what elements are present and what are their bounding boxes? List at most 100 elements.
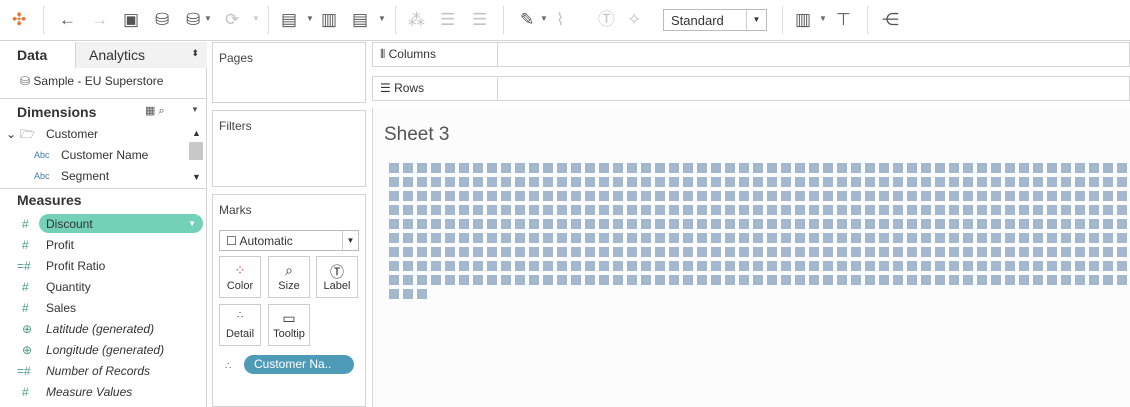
mark-square[interactable] [417,289,427,299]
mark-square[interactable] [599,219,609,229]
mark-square[interactable] [683,261,693,271]
mark-square[interactable] [725,233,735,243]
mark-square[interactable] [949,191,959,201]
mark-square[interactable] [879,219,889,229]
mark-square[interactable] [711,275,721,285]
mark-square[interactable] [655,261,665,271]
mark-square[interactable] [431,191,441,201]
mark-square[interactable] [865,163,875,173]
mark-square[interactable] [851,205,861,215]
mark-square[interactable] [725,191,735,201]
mark-square[interactable] [487,247,497,257]
mark-square[interactable] [1117,177,1127,187]
mark-square[interactable] [907,233,917,243]
mark-square[interactable] [837,191,847,201]
mark-square[interactable] [935,233,945,243]
mark-square[interactable] [865,177,875,187]
mark-square[interactable] [389,177,399,187]
mark-square[interactable] [529,247,539,257]
mark-square[interactable] [823,205,833,215]
mark-square[interactable] [599,233,609,243]
mark-square[interactable] [445,177,455,187]
mark-square[interactable] [1117,219,1127,229]
mark-square[interactable] [907,275,917,285]
dimension-field[interactable]: Abc Customer Name [0,145,205,165]
mark-square[interactable] [1033,163,1043,173]
mark-square[interactable] [585,275,595,285]
mark-square[interactable] [809,247,819,257]
mark-square[interactable] [977,177,987,187]
mark-square[interactable] [473,191,483,201]
mark-square[interactable] [963,233,973,243]
mark-square[interactable] [893,205,903,215]
mark-square[interactable] [697,247,707,257]
mark-square[interactable] [571,261,581,271]
mark-square[interactable] [683,247,693,257]
mark-square[interactable] [753,247,763,257]
mark-square[interactable] [543,247,553,257]
mark-square[interactable] [1005,219,1015,229]
mark-square[interactable] [851,247,861,257]
mark-square[interactable] [585,163,595,173]
mark-square[interactable] [1061,233,1071,243]
mark-square[interactable] [725,275,735,285]
mark-square[interactable] [711,191,721,201]
mark-square[interactable] [683,233,693,243]
mark-square[interactable] [935,261,945,271]
mark-square[interactable] [739,205,749,215]
mark-square[interactable] [431,247,441,257]
label-button[interactable]: Ⓣ Label [316,256,358,298]
mark-square[interactable] [501,275,511,285]
color-button[interactable]: ⁘ Color [219,256,261,298]
mark-square[interactable] [585,261,595,271]
mark-square[interactable] [1061,177,1071,187]
mark-square[interactable] [991,163,1001,173]
mark-square[interactable] [571,177,581,187]
mark-square[interactable] [487,219,497,229]
mark-square[interactable] [1089,219,1099,229]
mark-square[interactable] [417,163,427,173]
mark-square[interactable] [963,275,973,285]
mark-square[interactable] [753,177,763,187]
mark-square[interactable] [655,163,665,173]
mark-square[interactable] [823,191,833,201]
mark-square[interactable] [431,163,441,173]
mark-square[interactable] [571,163,581,173]
mark-square[interactable] [1005,261,1015,271]
mark-square[interactable] [543,177,553,187]
refresh-icon[interactable]: ⟳ [225,10,240,29]
swap-icon[interactable]: ⁂ [408,10,425,29]
mark-square[interactable] [557,275,567,285]
mark-square[interactable] [851,275,861,285]
mark-square[interactable] [403,177,413,187]
share-icon[interactable]: ⋲ [882,10,899,29]
mark-square[interactable] [809,177,819,187]
mark-square[interactable] [795,261,805,271]
mark-square[interactable] [753,233,763,243]
mark-square[interactable] [1019,177,1029,187]
mark-square[interactable] [711,261,721,271]
mark-square[interactable] [767,163,777,173]
mark-square[interactable] [1103,219,1113,229]
mark-square[interactable] [1033,275,1043,285]
mark-square[interactable] [851,163,861,173]
mark-square[interactable] [515,233,525,243]
mark-square[interactable] [1103,233,1113,243]
mark-square[interactable] [417,261,427,271]
filters-card[interactable]: Filters [212,110,366,187]
mark-square[interactable] [445,247,455,257]
mark-square[interactable] [823,177,833,187]
mark-square[interactable] [543,219,553,229]
mark-square[interactable] [417,247,427,257]
mark-square[interactable] [809,261,819,271]
mark-square[interactable] [1117,191,1127,201]
mark-square[interactable] [1005,177,1015,187]
mark-square[interactable] [809,163,819,173]
mark-square[interactable] [529,233,539,243]
tab-analytics[interactable]: Analytics ⬍ [75,42,207,68]
mark-square[interactable] [487,191,497,201]
mark-square[interactable] [711,233,721,243]
mark-square[interactable] [781,247,791,257]
mark-square[interactable] [557,177,567,187]
mark-square[interactable] [501,177,511,187]
